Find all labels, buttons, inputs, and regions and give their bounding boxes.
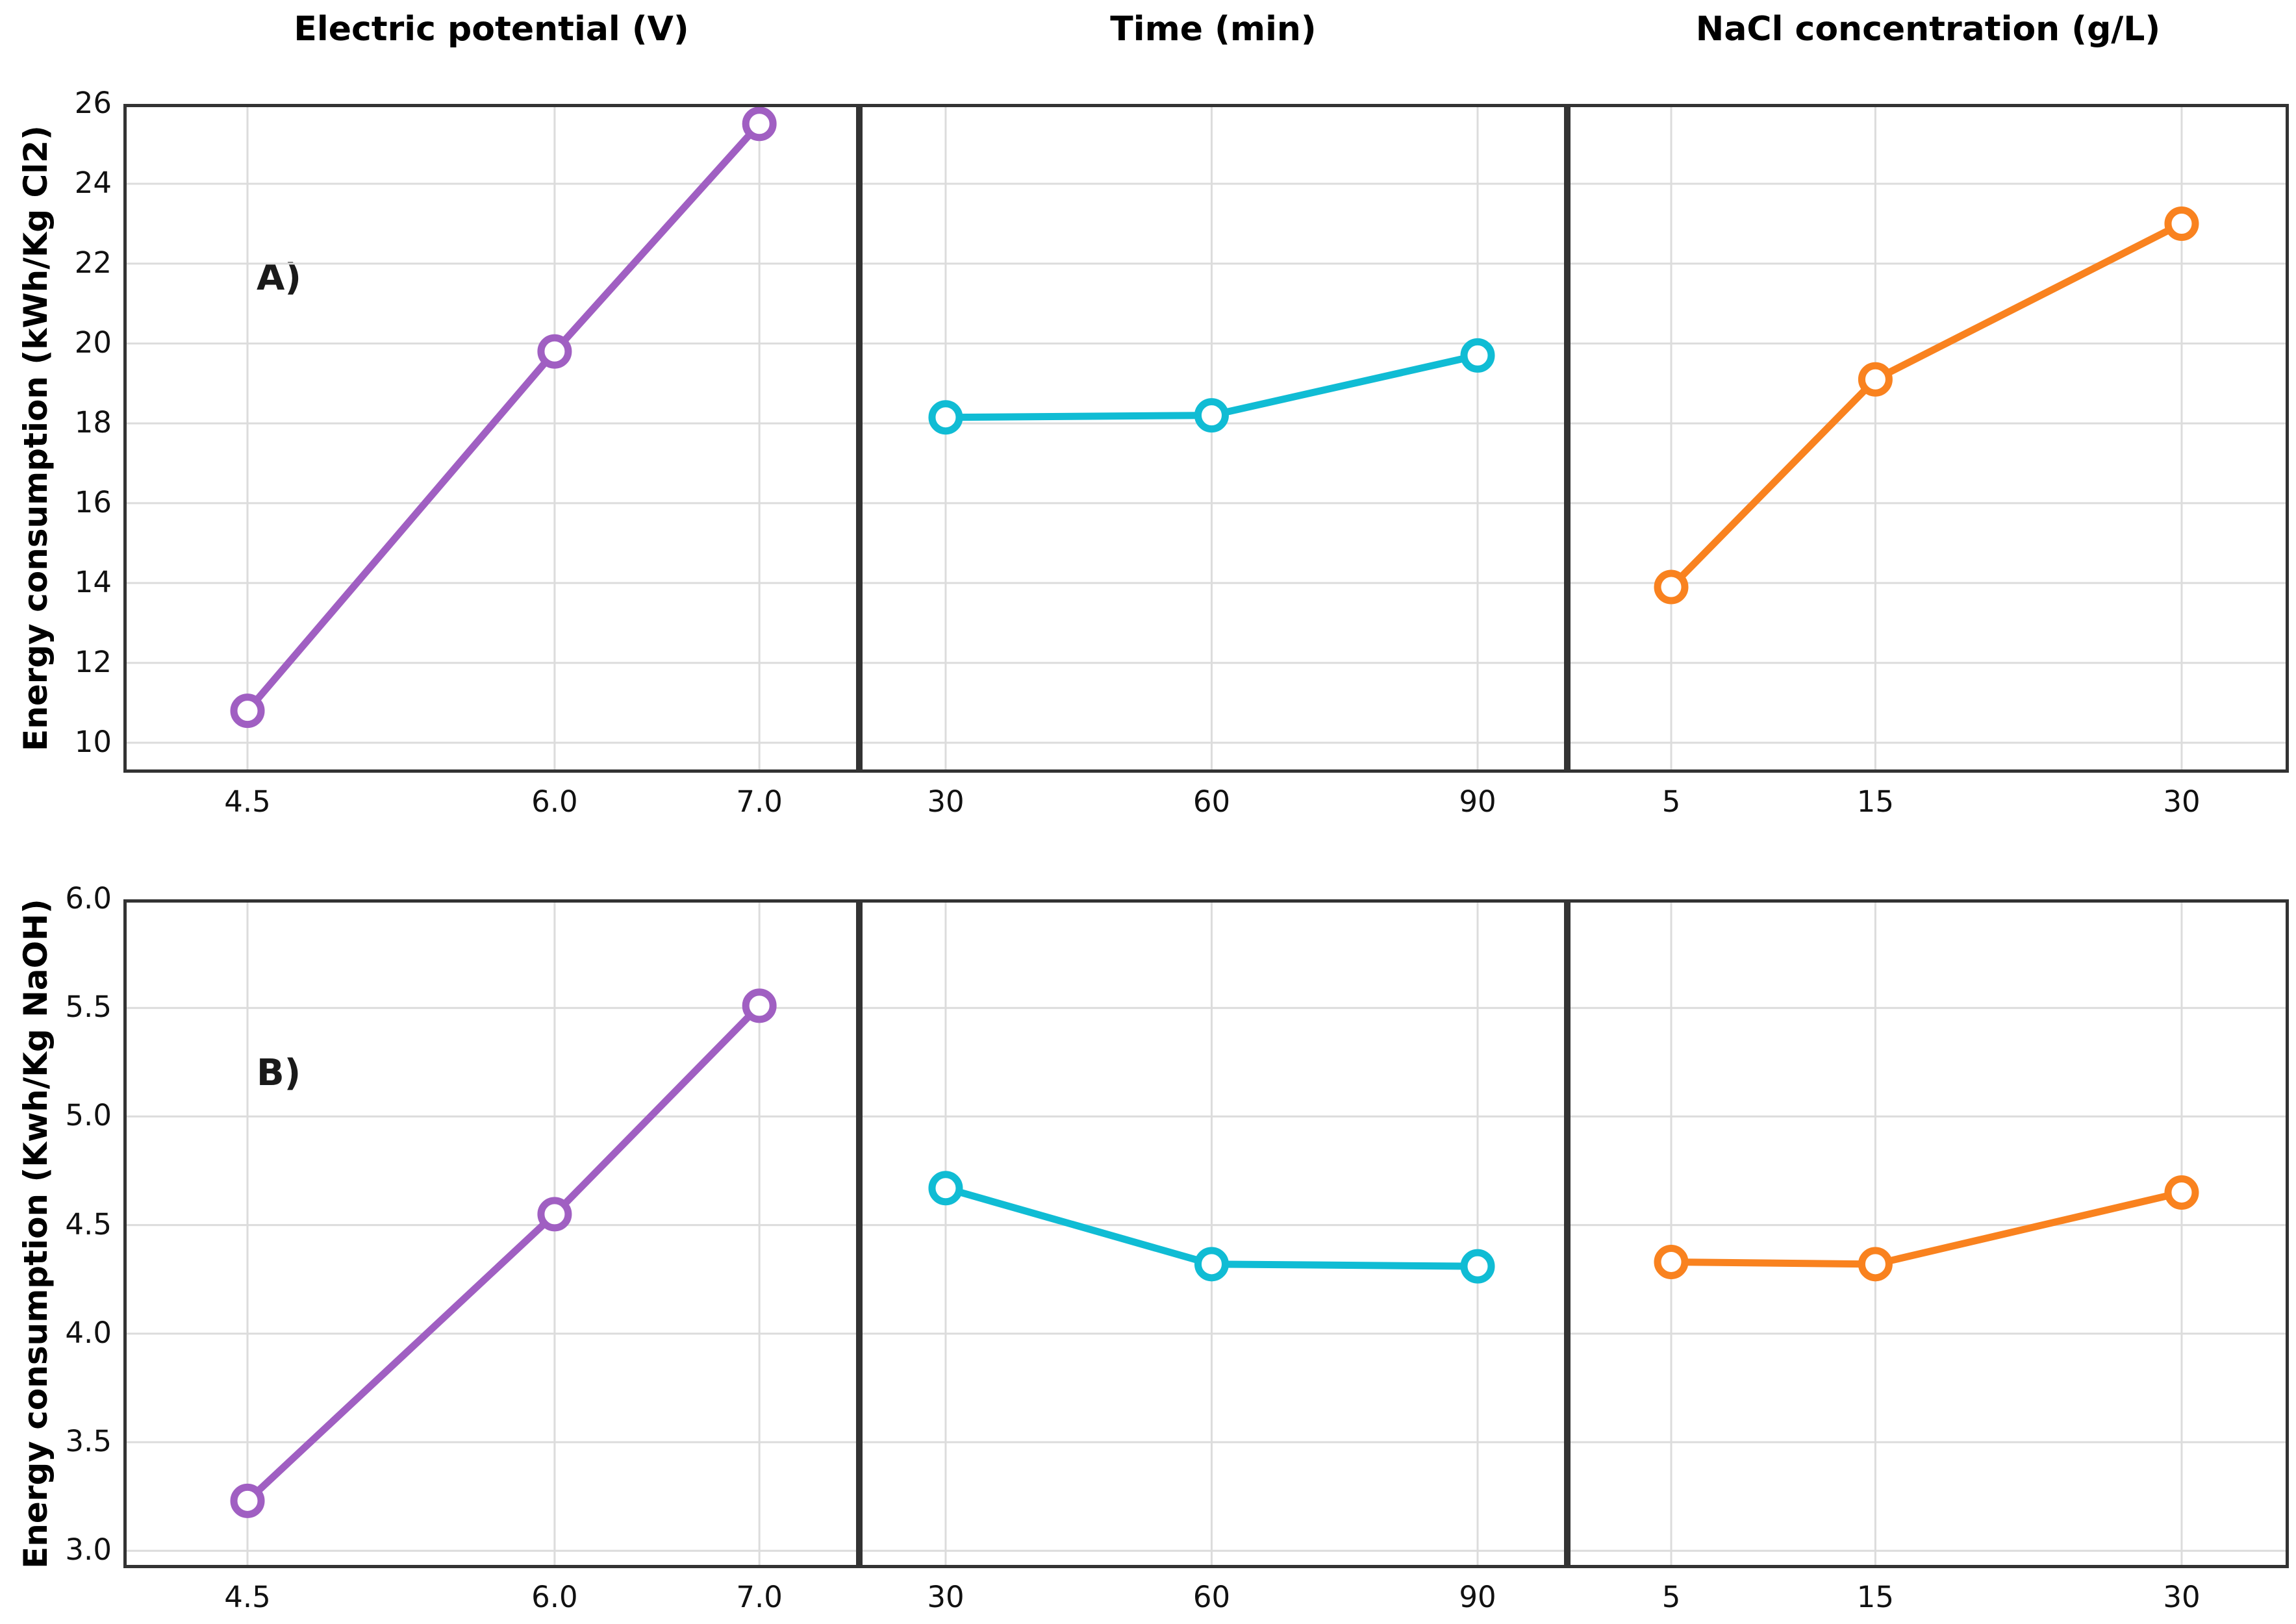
y-tick-label: 5.5	[65, 990, 112, 1025]
chart-panel-B-nacl-concentration	[1567, 899, 2289, 1568]
y-tick-label: 24	[74, 165, 112, 200]
chart-panel-A-nacl-concentration	[1567, 104, 2289, 773]
x-tick-label: 4.5	[224, 1580, 271, 1614]
x-tick-label: 7.0	[736, 784, 783, 819]
y-tick-label: 14	[74, 564, 112, 599]
y-tick-label: 22	[74, 245, 112, 280]
column-title-electric-potential: Electric potential (V)	[294, 10, 689, 49]
y-tick-label: 3.5	[65, 1424, 112, 1459]
y-tick-label: 5.0	[65, 1098, 112, 1133]
y-tick-label: 12	[74, 644, 112, 679]
x-tick-label: 60	[1192, 784, 1231, 819]
column-title-nacl-concentration: NaCl concentration (g/L)	[1695, 10, 2161, 49]
chart-panel-B-time	[859, 899, 1567, 1568]
x-tick-label: 30	[927, 1580, 965, 1614]
y-tick-label: 20	[74, 325, 112, 360]
column-title-time: Time (min)	[1110, 10, 1317, 49]
x-tick-label: 90	[1459, 1580, 1496, 1614]
chart-panel-B-electric-potential	[123, 899, 859, 1568]
x-tick-label: 6.0	[531, 1580, 578, 1614]
panel-label-b: B)	[257, 1052, 301, 1094]
x-tick-label: 7.0	[736, 1580, 783, 1614]
y-tick-label: 10	[74, 724, 112, 759]
chart-panel-A-time	[859, 104, 1567, 773]
chart-panel-A-electric-potential	[123, 104, 859, 773]
x-tick-label: 30	[927, 784, 965, 819]
x-tick-label: 5	[1661, 1580, 1681, 1614]
y-tick-label: 4.5	[65, 1206, 112, 1242]
y-tick-label: 3.0	[65, 1532, 112, 1568]
x-tick-label: 30	[2163, 784, 2201, 819]
x-tick-label: 4.5	[224, 784, 271, 819]
x-tick-label: 5	[1661, 784, 1681, 819]
x-tick-label: 30	[2163, 1580, 2201, 1614]
x-tick-label: 60	[1192, 1580, 1231, 1614]
x-tick-label: 15	[1856, 784, 1895, 819]
x-tick-label: 6.0	[531, 784, 578, 819]
x-tick-label: 90	[1459, 784, 1496, 819]
x-tick-label: 15	[1856, 1580, 1895, 1614]
y-tick-label: 18	[74, 405, 112, 440]
y-tick-label: 16	[74, 484, 112, 519]
y-tick-label: 6.0	[65, 881, 112, 916]
y-tick-label: 26	[74, 86, 112, 120]
y-tick-label: 4.0	[65, 1315, 112, 1350]
